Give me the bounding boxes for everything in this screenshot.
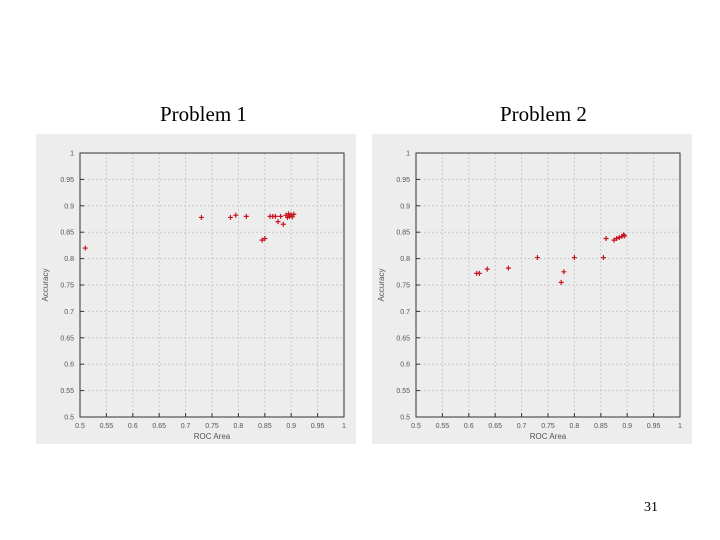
data-point [262,236,268,242]
x-tick-label: 0.5 [411,423,421,430]
y-tick-label: 0.5 [400,415,410,422]
y-tick-label: 1 [406,151,410,158]
data-point [561,269,567,275]
x-tick-label: 0.7 [181,423,191,430]
data-point [243,213,249,219]
data-point [280,221,286,227]
y-tick-label: 0.8 [400,256,410,263]
data-point [611,237,617,243]
plot-frame [415,152,681,418]
data-point [621,232,627,238]
x-tick-label: 0.85 [594,423,608,430]
y-tick-label: 0.85 [60,230,74,237]
x-tick-label: 0.7 [517,423,527,430]
x-tick-label: 0.95 [311,423,325,430]
x-tick-label: 1 [342,423,346,430]
y-tick-label: 0.85 [396,230,410,237]
scatter-plot-problem-2: 0.5 0.55 0.6 0.65 0.7 0.75 0.8 0.85 0.9 0.95 1 0.5 0… [372,134,692,444]
y-tick-label: 0.8 [64,256,74,263]
data-point [233,212,239,218]
x-tick-label: 0.8 [570,423,580,430]
scatter-plot-problem-1-svg: 0.5 0.55 0.6 0.65 0.7 0.75 0.8 0.85 0.9 0.95 1 0.5 0… [36,134,356,444]
data-point [600,255,606,261]
data-point [505,265,511,271]
x-tick-label: 0.55 [436,423,450,430]
x-tick-label: 0.75 [541,423,555,430]
plot-background [36,134,356,444]
y-tick-label: 0.7 [64,309,74,316]
data-point [558,279,564,285]
y-tick-label: 0.75 [60,283,74,290]
data-point [571,255,577,261]
y-tick-label: 0.55 [396,388,410,395]
y-tick-label: 0.9 [64,203,74,210]
data-point [259,237,265,243]
data-point [198,214,204,220]
x-tick-label: 0.95 [647,423,661,430]
y-tick-label: 0.55 [60,388,74,395]
scatter-plot-problem-2-svg: 0.5 0.55 0.6 0.65 0.7 0.75 0.8 0.85 0.9 0.95 1 0.5 0… [372,134,692,444]
x-tick-label: 0.9 [286,423,296,430]
x-tick-label: 0.6 [464,423,474,430]
data-point [227,214,233,220]
data-point [476,270,482,276]
y-axis-label: Accuracy [377,269,386,302]
slide-number: 31 [644,500,658,515]
x-tick-label: 0.75 [205,423,219,430]
x-tick-label: 0.65 [152,423,166,430]
x-tick-label: 0.8 [234,423,244,430]
plot-background [372,134,692,444]
data-point [534,255,540,261]
x-tick-label: 0.85 [258,423,272,430]
y-tick-label: 0.9 [400,203,410,210]
x-axis-label: ROC Area [194,432,231,441]
x-axis-label: ROC Area [530,432,567,441]
y-tick-label: 0.75 [396,283,410,290]
y-tick-label: 0.6 [400,362,410,369]
x-tick-label: 0.5 [75,423,85,430]
y-tick-label: 0.65 [60,335,74,342]
y-tick-label: 1 [70,151,74,158]
data-point [275,219,281,225]
y-tick-label: 0.6 [64,362,74,369]
data-point [272,213,278,219]
x-tick-label: 1 [678,423,682,430]
data-point [278,213,284,219]
data-point [484,266,490,272]
data-point [291,211,297,217]
data-point [616,234,622,240]
x-tick-label: 0.65 [488,423,502,430]
y-tick-label: 0.95 [396,177,410,184]
data-point [289,214,295,220]
x-tick-label: 0.6 [128,423,138,430]
y-tick-label: 0.65 [396,335,410,342]
chart-title-problem-1: Problem 1 [160,102,247,126]
chart-title-problem-2: Problem 2 [500,102,587,126]
data-point [614,236,620,242]
y-axis-label: Accuracy [41,269,50,302]
y-tick-label: 0.5 [64,415,74,422]
data-point [622,233,628,239]
x-tick-label: 0.55 [100,423,114,430]
data-point [286,211,292,217]
data-point [603,236,609,242]
y-tick-label: 0.7 [400,309,410,316]
data-point [82,245,88,251]
plot-frame [79,152,345,418]
scatter-plot-problem-1: 0.5 0.55 0.6 0.65 0.7 0.75 0.8 0.85 0.9 0.95 1 0.5 0… [36,134,356,444]
x-tick-label: 0.9 [622,423,632,430]
y-tick-label: 0.95 [60,177,74,184]
